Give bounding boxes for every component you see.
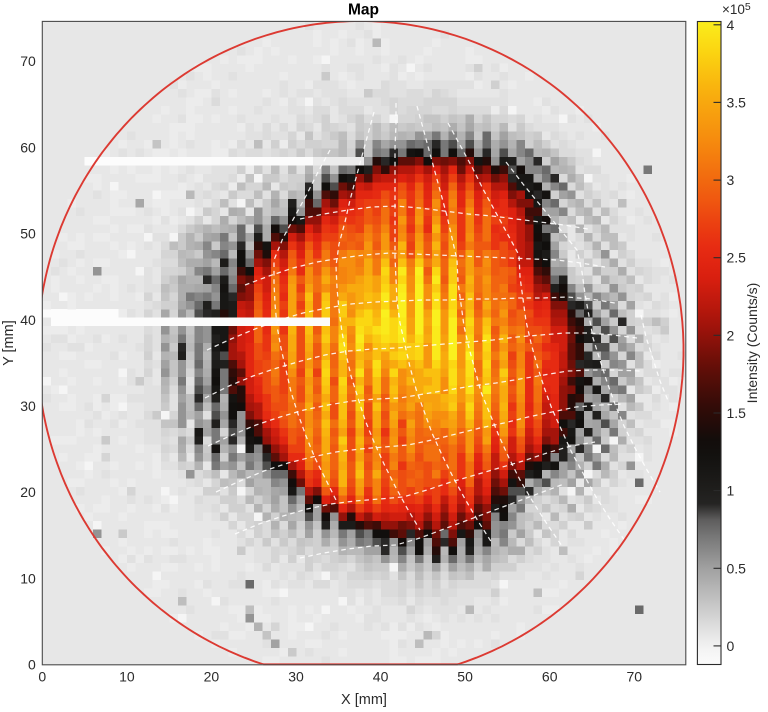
svg-text:30: 30 — [20, 398, 36, 414]
svg-text:3.5: 3.5 — [727, 94, 747, 110]
svg-text:10: 10 — [119, 668, 135, 684]
svg-text:10: 10 — [20, 570, 36, 586]
svg-text:60: 60 — [542, 668, 558, 684]
svg-text:40: 40 — [373, 668, 389, 684]
svg-text:50: 50 — [20, 226, 36, 242]
svg-text:0: 0 — [727, 638, 735, 654]
svg-text:×105: ×105 — [722, 1, 751, 17]
svg-text:0: 0 — [28, 657, 36, 673]
svg-text:2.5: 2.5 — [727, 250, 747, 266]
svg-text:1.5: 1.5 — [727, 405, 747, 421]
svg-text:60: 60 — [20, 139, 36, 155]
svg-text:40: 40 — [20, 312, 36, 328]
svg-text:20: 20 — [204, 668, 220, 684]
svg-text:50: 50 — [457, 668, 473, 684]
svg-text:0: 0 — [38, 668, 46, 684]
svg-text:70: 70 — [20, 53, 36, 69]
svg-text:2: 2 — [727, 327, 735, 343]
svg-text:Y [mm]: Y [mm] — [1, 320, 17, 366]
svg-text:4: 4 — [727, 17, 735, 33]
svg-text:30: 30 — [288, 668, 304, 684]
svg-text:20: 20 — [20, 484, 36, 500]
svg-text:1: 1 — [727, 483, 735, 499]
svg-text:3: 3 — [727, 172, 735, 188]
svg-text:Intensity (Counts/s): Intensity (Counts/s) — [744, 283, 760, 404]
svg-text:Map: Map — [348, 2, 379, 19]
svg-text:70: 70 — [627, 668, 643, 684]
svg-text:0.5: 0.5 — [727, 560, 747, 576]
svg-text:X [mm]: X [mm] — [341, 692, 387, 708]
